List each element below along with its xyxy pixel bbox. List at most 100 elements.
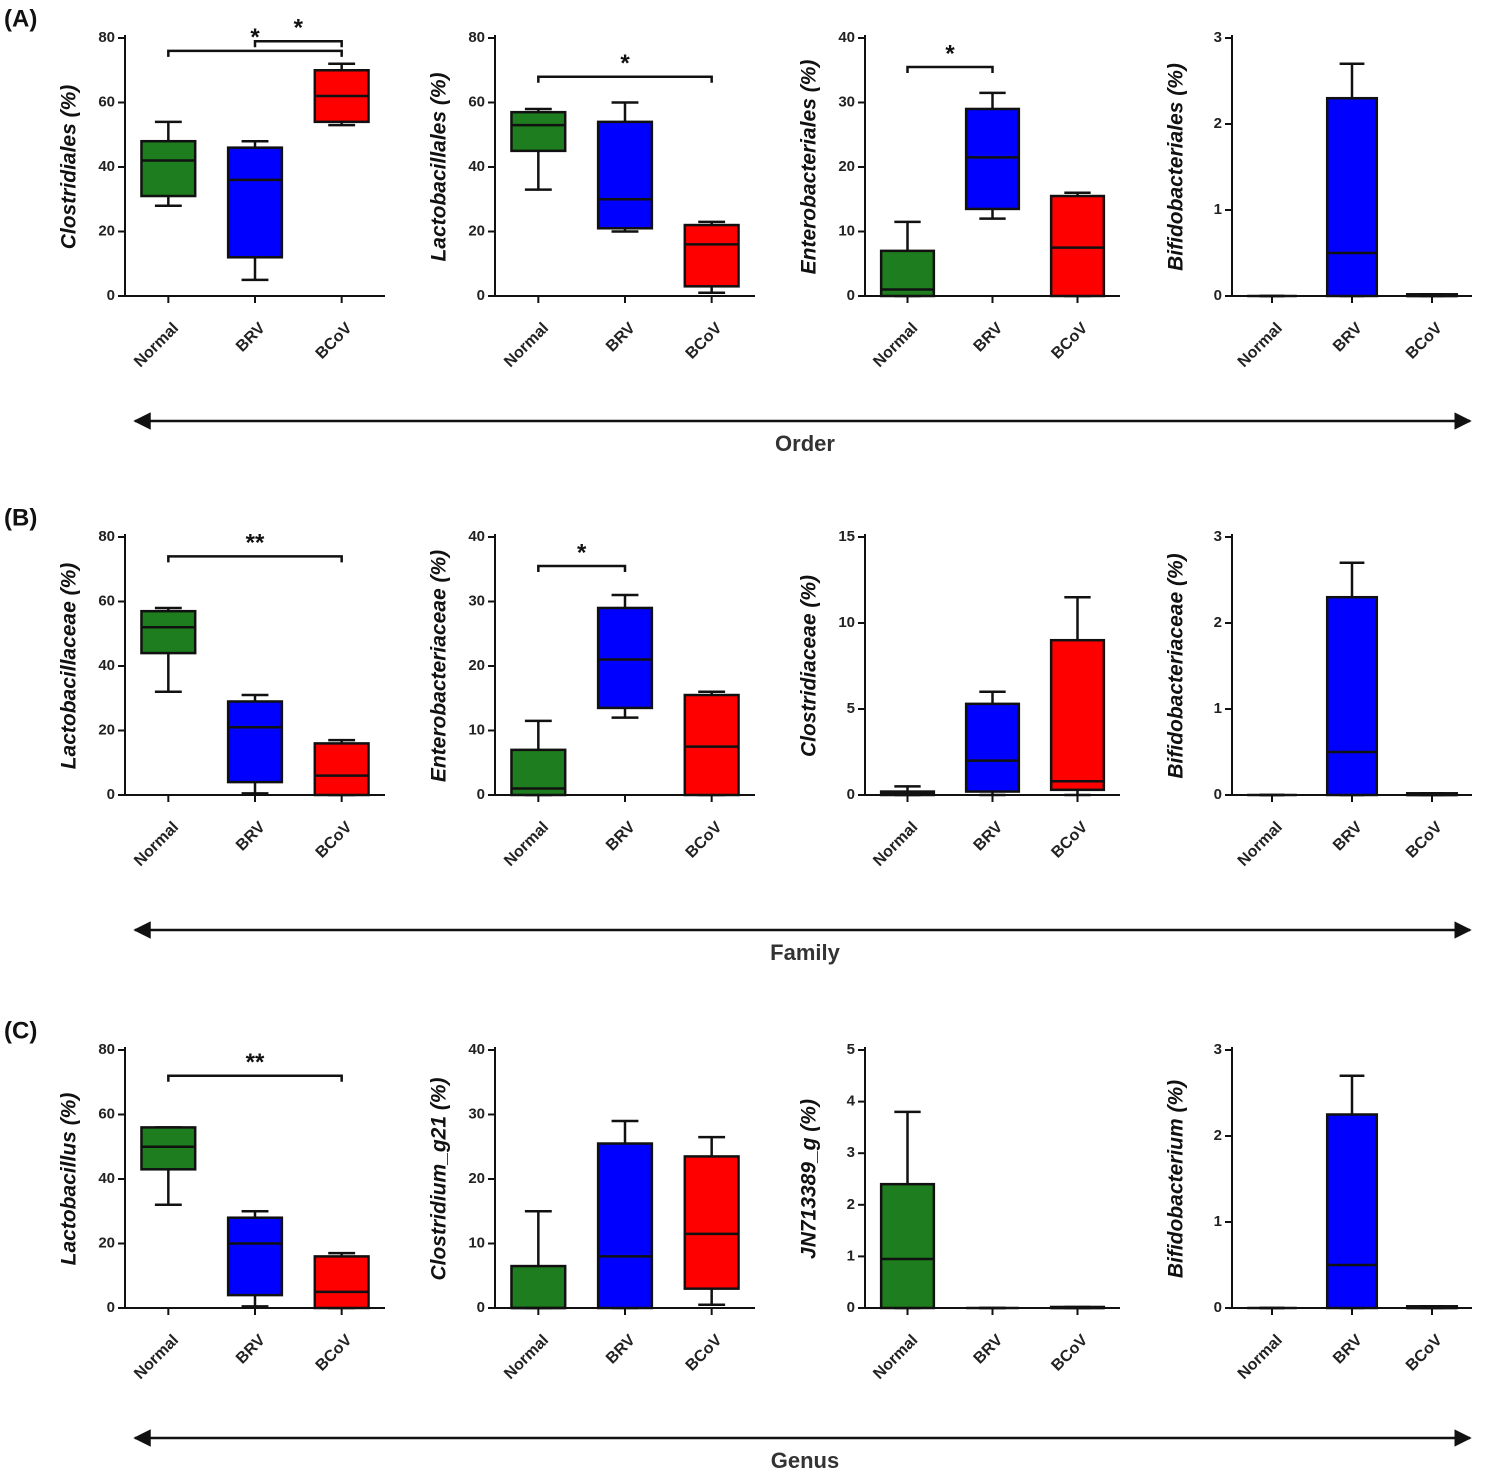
significance-bracket bbox=[906, 65, 994, 74]
box bbox=[510, 110, 567, 153]
x-tick-label: BRV bbox=[971, 819, 1007, 855]
y-tick-label: 10 bbox=[838, 614, 855, 631]
y-tick-label: 20 bbox=[98, 721, 115, 738]
x-tick-label: BCoV bbox=[1403, 819, 1446, 862]
y-axis-label: Bifidobacteriales (%) bbox=[1165, 63, 1188, 271]
y-tick-label: 30 bbox=[468, 1105, 485, 1122]
y-tick-label: 20 bbox=[838, 158, 855, 175]
y-tick-label: 3 bbox=[1214, 29, 1222, 46]
y-tick-label: 0 bbox=[477, 1299, 485, 1316]
chart: 0 1 2 3 Bifidobacteriaceae (%) Normal BRV BCoV bbox=[1165, 528, 1472, 870]
box bbox=[313, 742, 370, 797]
y-tick-label: 4 bbox=[847, 1093, 856, 1110]
box bbox=[226, 700, 284, 784]
y-tick-label: 1 bbox=[847, 1247, 855, 1264]
chart: 0 1 2 3 Bifidobacteriales (%) Normal BRV BCoV bbox=[1165, 29, 1472, 371]
significance-bracket bbox=[537, 564, 627, 573]
y-tick-label: 1 bbox=[1214, 1213, 1222, 1230]
x-tick-label: BRV bbox=[603, 1332, 639, 1368]
y-axis-label: Bifidobacterium (%) bbox=[1165, 1080, 1188, 1278]
y-axis-label: Enterobacteriaceae (%) bbox=[428, 550, 451, 782]
y-axis-label: JN713389_g (%) bbox=[798, 1099, 821, 1259]
x-tick-label: Normal bbox=[870, 819, 921, 870]
x-tick-label: Normal bbox=[1235, 819, 1286, 870]
y-tick-label: 0 bbox=[847, 287, 855, 304]
significance-label: ** bbox=[246, 1049, 265, 1076]
panel-label: (C) bbox=[4, 1017, 37, 1044]
y-axis-label: Lactobacillus (%) bbox=[58, 1093, 81, 1266]
y-tick-label: 2 bbox=[1214, 614, 1222, 631]
y-tick-label: 40 bbox=[838, 29, 855, 46]
chart: 0 10 20 30 40 Enterobacteriales (%) Normal BRV B… bbox=[798, 29, 1120, 371]
x-tick-label: Normal bbox=[501, 1332, 552, 1383]
chart: 0 1 2 3 Bifidobacterium (%) Normal BRV BCoV bbox=[1165, 1041, 1472, 1383]
chart: 0 10 20 30 40 Clostridium_g21 (%) Normal BRV BCo… bbox=[428, 1041, 755, 1383]
x-tick-label: Normal bbox=[870, 1332, 921, 1383]
y-tick-label: 1 bbox=[1214, 201, 1222, 218]
level-label: Genus bbox=[771, 1448, 839, 1473]
box bbox=[1325, 96, 1379, 298]
y-tick-label: 60 bbox=[98, 592, 115, 609]
box bbox=[596, 1142, 654, 1310]
x-tick-label: Normal bbox=[1235, 320, 1286, 371]
y-tick-label: 0 bbox=[847, 1299, 855, 1316]
significance-label: * bbox=[294, 15, 304, 42]
significance-bracket bbox=[253, 39, 343, 48]
x-tick-label: BRV bbox=[233, 1332, 269, 1368]
y-tick-label: 30 bbox=[838, 93, 855, 110]
y-tick-label: 0 bbox=[107, 1299, 115, 1316]
x-tick-label: BCoV bbox=[313, 320, 356, 363]
panel-label: (A) bbox=[4, 5, 37, 32]
box bbox=[140, 1126, 197, 1171]
chart: 0 20 40 60 80 Lactobacillus (%) Normal BRV BCoV *… bbox=[58, 1041, 385, 1383]
box bbox=[510, 1264, 567, 1310]
chart: 0 5 10 15 Clostridiaceae (%) Normal BRV BCoV bbox=[798, 528, 1120, 870]
y-axis-label: Lactobacillales (%) bbox=[428, 72, 451, 261]
box bbox=[683, 1155, 740, 1290]
box bbox=[226, 1216, 284, 1297]
y-tick-label: 0 bbox=[477, 786, 485, 803]
x-tick-label: BCoV bbox=[313, 1332, 356, 1375]
significance-bracket bbox=[167, 1074, 343, 1082]
x-tick-label: BRV bbox=[603, 320, 639, 356]
y-tick-label: 40 bbox=[98, 158, 115, 175]
x-tick-label: Normal bbox=[501, 320, 552, 371]
chart: 0 20 40 60 80 Clostridiales (%) Normal BRV BCoV *… bbox=[58, 15, 385, 371]
box bbox=[1049, 638, 1106, 792]
y-tick-label: 5 bbox=[847, 700, 855, 717]
y-tick-label: 3 bbox=[847, 1144, 855, 1161]
y-tick-label: 2 bbox=[1214, 1127, 1222, 1144]
chart: 0 20 40 60 80 Lactobacillaceae (%) Normal BRV BC… bbox=[58, 528, 385, 870]
y-axis-label: Clostridium_g21 (%) bbox=[428, 1077, 451, 1280]
x-tick-label: BCoV bbox=[683, 819, 726, 862]
y-tick-label: 3 bbox=[1214, 1041, 1222, 1058]
y-tick-label: 40 bbox=[468, 528, 485, 545]
box bbox=[683, 693, 740, 797]
x-tick-label: Normal bbox=[131, 1332, 182, 1383]
y-tick-label: 80 bbox=[98, 1041, 115, 1058]
y-tick-label: 80 bbox=[468, 29, 485, 46]
x-tick-label: Normal bbox=[1235, 1332, 1286, 1383]
y-tick-label: 40 bbox=[468, 1041, 485, 1058]
y-axis-label: Clostridiales (%) bbox=[58, 85, 81, 250]
y-tick-label: 3 bbox=[1214, 528, 1222, 545]
box bbox=[1325, 1113, 1379, 1310]
y-tick-label: 5 bbox=[847, 1041, 855, 1058]
x-tick-label: BCoV bbox=[1048, 819, 1091, 862]
y-tick-label: 60 bbox=[98, 1105, 115, 1122]
y-tick-label: 1 bbox=[1214, 700, 1222, 717]
box bbox=[1049, 194, 1106, 298]
box bbox=[313, 1255, 370, 1310]
y-tick-label: 10 bbox=[838, 222, 855, 239]
x-tick-label: Normal bbox=[131, 819, 182, 870]
box bbox=[226, 146, 284, 259]
y-tick-label: 30 bbox=[468, 592, 485, 609]
x-tick-label: BCoV bbox=[683, 1332, 726, 1375]
x-tick-label: BRV bbox=[233, 819, 269, 855]
significance-label: * bbox=[577, 539, 587, 566]
box bbox=[1325, 595, 1379, 797]
y-tick-label: 0 bbox=[477, 287, 485, 304]
x-tick-label: BCoV bbox=[1403, 320, 1446, 363]
y-tick-label: 20 bbox=[468, 222, 485, 239]
